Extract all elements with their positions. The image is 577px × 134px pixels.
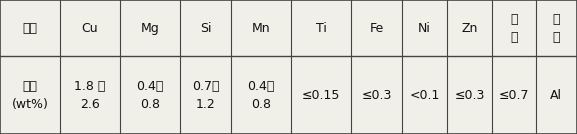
Text: 1.8 ～
2.6: 1.8 ～ 2.6 bbox=[74, 80, 106, 111]
Text: Mg: Mg bbox=[141, 22, 159, 35]
Text: 含量
(wt%): 含量 (wt%) bbox=[12, 80, 48, 111]
Text: ≤0.3: ≤0.3 bbox=[361, 89, 392, 102]
Text: Zn: Zn bbox=[462, 22, 478, 35]
Text: 0.4～
0.8: 0.4～ 0.8 bbox=[136, 80, 164, 111]
Text: Si: Si bbox=[200, 22, 211, 35]
Text: Mn: Mn bbox=[252, 22, 271, 35]
Text: Al: Al bbox=[550, 89, 563, 102]
Text: Ni: Ni bbox=[418, 22, 431, 35]
Text: 0.4～
0.8: 0.4～ 0.8 bbox=[248, 80, 275, 111]
Text: 成分: 成分 bbox=[23, 22, 38, 35]
Text: ≤0.7: ≤0.7 bbox=[499, 89, 529, 102]
Text: ≤0.3: ≤0.3 bbox=[455, 89, 485, 102]
Text: 杂
质: 杂 质 bbox=[510, 13, 518, 44]
Text: ≤0.15: ≤0.15 bbox=[302, 89, 340, 102]
Text: Ti: Ti bbox=[316, 22, 327, 35]
Text: 0.7～
1.2: 0.7～ 1.2 bbox=[192, 80, 219, 111]
Text: Cu: Cu bbox=[82, 22, 98, 35]
Text: Fe: Fe bbox=[369, 22, 384, 35]
Text: 余
量: 余 量 bbox=[553, 13, 560, 44]
Text: <0.1: <0.1 bbox=[410, 89, 440, 102]
